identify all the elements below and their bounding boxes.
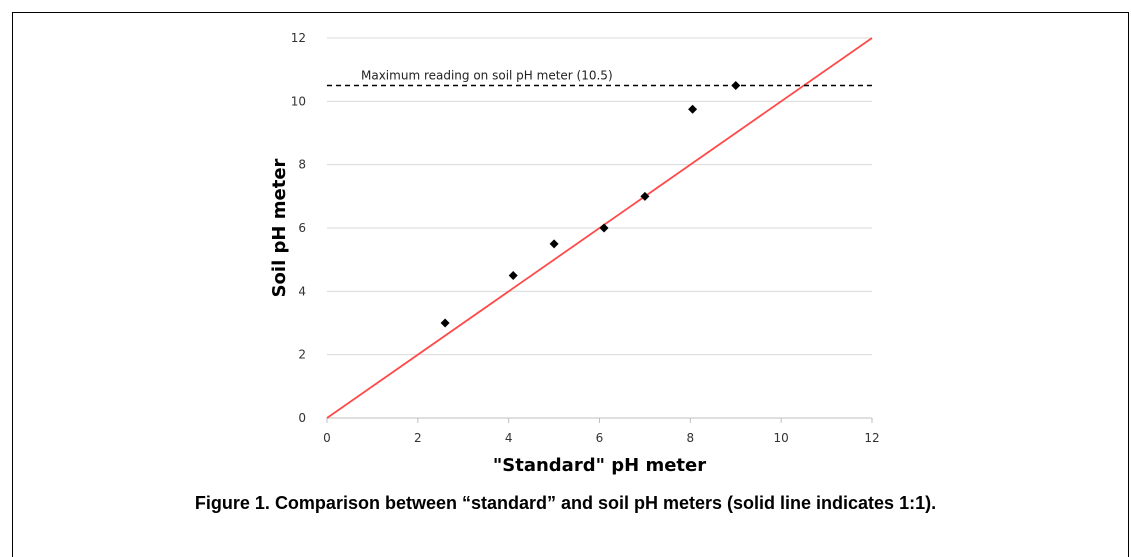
y-tick-label-8: 8 [298, 158, 306, 172]
y-tick-label-10: 10 [291, 94, 306, 108]
x-tick-label-4: 4 [505, 431, 513, 445]
x-tick-label-6: 6 [596, 431, 604, 445]
tick-labels: 0 2 4 6 8 10 12 0 2 4 6 8 10 12 [291, 31, 880, 445]
figure-frame [12, 12, 1129, 557]
y-tick-label-0: 0 [298, 411, 306, 425]
y-tick-label-4: 4 [298, 284, 306, 298]
max-reading-annotation: Maximum reading on soil pH meter (10.5) [361, 69, 613, 83]
reference-lines [326, 37, 873, 419]
data-point-4 [640, 191, 650, 201]
data-point-0 [440, 318, 450, 328]
data-point-3 [599, 223, 609, 233]
x-tick-label-10: 10 [774, 431, 789, 445]
data-point-2 [549, 239, 559, 249]
x-tick-label-8: 8 [687, 431, 695, 445]
x-tick-label-0: 0 [323, 431, 331, 445]
data-point-5 [688, 104, 698, 114]
one-to-one-line [326, 37, 873, 419]
data-point-6 [731, 81, 741, 90]
figure-caption: Figure 1. Comparison between “standard” … [194, 493, 937, 513]
data-point-1 [508, 271, 518, 280]
y-tick-label-2: 2 [298, 348, 306, 362]
x-tick-label-2: 2 [414, 431, 422, 445]
y-tick-label-12: 12 [291, 31, 306, 45]
y-tick-label-6: 6 [298, 221, 306, 235]
axes [326, 417, 873, 423]
x-tick-label-12: 12 [864, 431, 879, 445]
data-points [440, 81, 741, 328]
x-axis-title: "Standard" pH meter [493, 455, 706, 476]
y-axis-title: Soil pH meter [269, 158, 290, 297]
